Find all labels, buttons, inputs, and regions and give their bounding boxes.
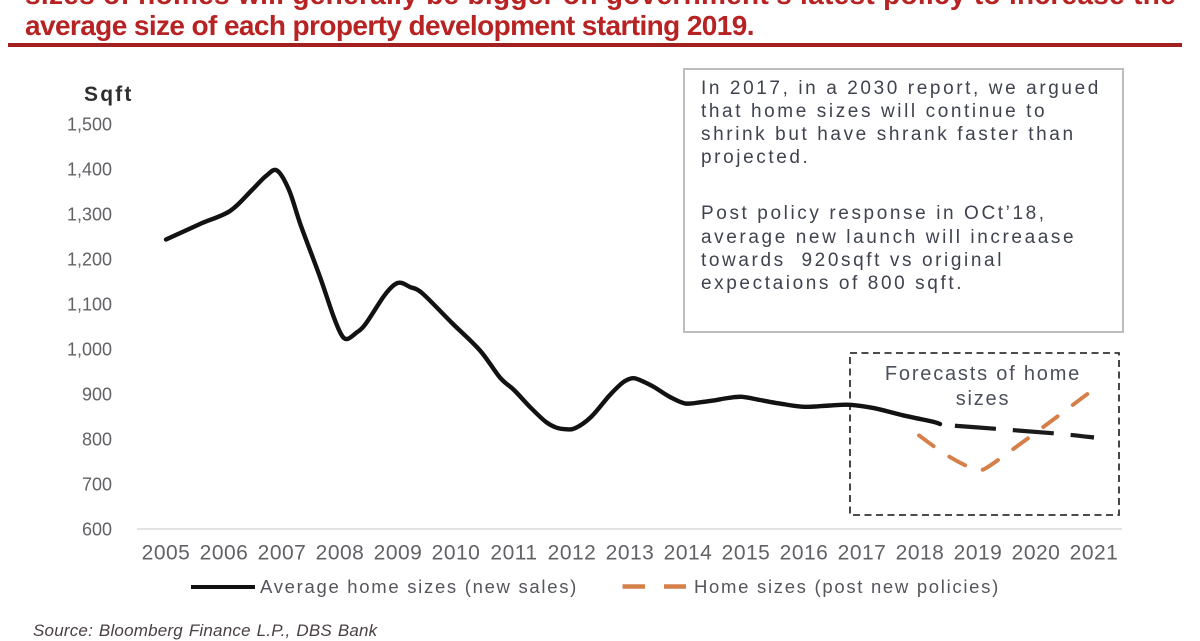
svg-text:2019: 2019: [954, 542, 1003, 565]
svg-text:2009: 2009: [374, 542, 423, 565]
svg-text:Forecasts of home: Forecasts of home: [885, 363, 1081, 385]
svg-text:sizes: sizes: [956, 388, 1011, 410]
svg-text:2008: 2008: [316, 542, 365, 565]
svg-text:1,100: 1,100: [67, 295, 112, 315]
svg-text:2017: 2017: [838, 542, 887, 565]
svg-text:2010: 2010: [432, 542, 481, 565]
svg-text:900: 900: [82, 385, 112, 405]
svg-text:1,500: 1,500: [67, 115, 112, 135]
svg-text:2012: 2012: [548, 542, 597, 565]
svg-text:1,000: 1,000: [67, 340, 112, 360]
svg-text:2014: 2014: [664, 542, 713, 565]
svg-text:2021: 2021: [1070, 542, 1119, 565]
svg-text:Sqft: Sqft: [84, 83, 134, 106]
svg-text:800: 800: [82, 430, 112, 450]
svg-text:Average home sizes (new sales): Average home sizes (new sales): [260, 576, 578, 597]
svg-text:600: 600: [82, 520, 112, 540]
svg-text:2011: 2011: [490, 542, 537, 565]
svg-text:1,300: 1,300: [67, 205, 112, 225]
svg-text:2007: 2007: [258, 542, 307, 565]
svg-text:Home sizes (post new policies): Home sizes (post new policies): [694, 576, 1000, 597]
svg-text:2018: 2018: [896, 542, 945, 565]
svg-text:700: 700: [82, 475, 112, 495]
svg-text:1,200: 1,200: [67, 250, 112, 270]
svg-text:1,400: 1,400: [67, 160, 112, 180]
svg-text:2016: 2016: [780, 542, 829, 565]
svg-text:2020: 2020: [1012, 542, 1061, 565]
svg-text:2013: 2013: [606, 542, 655, 565]
svg-text:2005: 2005: [142, 542, 191, 565]
svg-text:2015: 2015: [722, 542, 771, 565]
svg-text:2006: 2006: [200, 542, 249, 565]
